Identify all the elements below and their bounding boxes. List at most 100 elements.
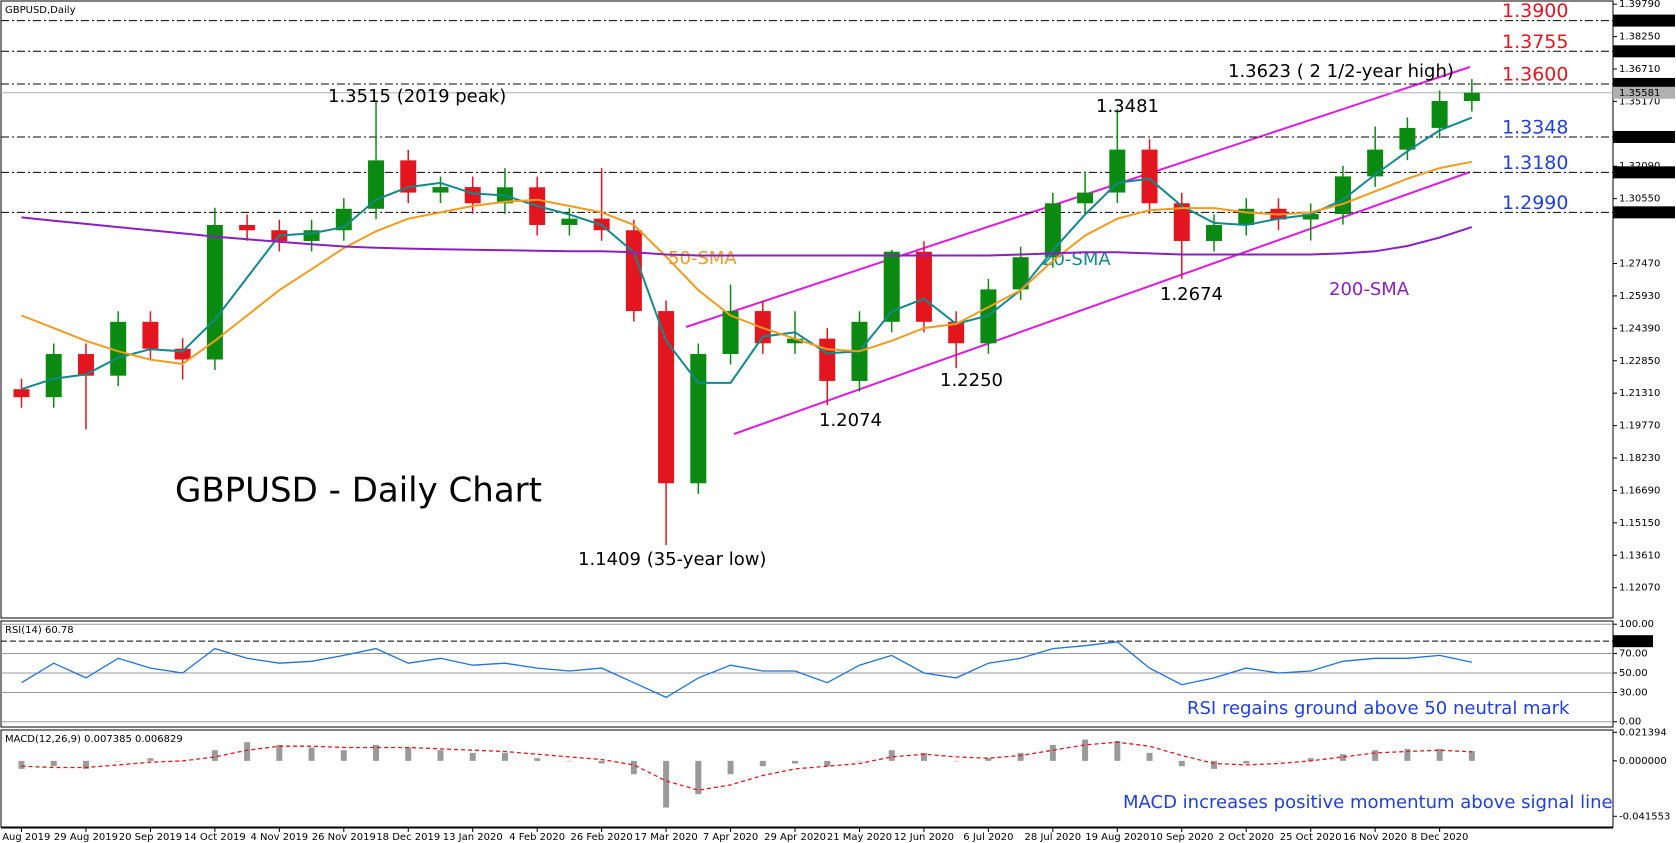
macd-bar <box>1339 754 1346 761</box>
chart-title: GBPUSD,Daily <box>5 5 76 16</box>
macd-bar <box>792 760 799 764</box>
candle-body <box>368 160 385 209</box>
annotation: 1.3623 ( 2 1/2-year high) <box>1228 61 1454 82</box>
candle-body <box>1302 214 1319 220</box>
x-tick-label: 14 Oct 2019 <box>184 832 246 843</box>
y-tick-label: 100.00 <box>1619 619 1654 630</box>
macd-bar <box>1082 739 1089 761</box>
macd-title: MACD(12,26,9) 0.007385 0.006829 <box>5 734 183 745</box>
candle-body <box>561 218 578 225</box>
macd-bar <box>1114 740 1121 761</box>
x-tick-label: 19 Aug 2020 <box>1085 832 1149 843</box>
level-box <box>1613 130 1675 143</box>
candle-body <box>625 230 642 312</box>
price-panel-frame <box>0 0 1614 619</box>
macd-bar <box>276 744 283 761</box>
level-label: 1.39010 <box>1619 16 1660 27</box>
candle-body <box>303 230 320 241</box>
macd-bar <box>663 760 670 808</box>
macd-bar <box>373 744 380 761</box>
x-tick-label: 16 Nov 2020 <box>1343 832 1407 843</box>
x-tick-label: 7 Apr 2020 <box>703 832 758 843</box>
candle-body <box>174 348 191 360</box>
y-tick-label: 70.00 <box>1619 648 1648 659</box>
level-label: 1.33481 <box>1619 132 1660 143</box>
candle-body <box>1077 192 1094 204</box>
level-text: 1.3180 <box>1502 152 1568 174</box>
macd-bar <box>18 760 25 769</box>
y-tick-label: 0.00 <box>1619 717 1641 728</box>
annotation: 1.3515 (2019 peak) <box>328 86 506 107</box>
rsi-panel-frame <box>0 620 1614 728</box>
macd-bar <box>211 750 218 761</box>
x-tick-label: 2 Oct 2020 <box>1219 832 1274 843</box>
x-tick-label: 26 Feb 2020 <box>571 832 633 843</box>
macd-bar <box>147 758 154 761</box>
macd-bar <box>469 752 476 761</box>
candle-body <box>110 321 127 376</box>
candle-body <box>239 224 256 231</box>
candle-body <box>787 338 804 344</box>
macd-bar <box>566 760 573 762</box>
level-label: 1.31800 <box>1619 167 1660 178</box>
macd-annotation: MACD increases positive momentum above s… <box>1123 792 1613 813</box>
x-tick-label: 8 Dec 2020 <box>1411 832 1469 843</box>
y-tick-label: 50.00 <box>1619 668 1648 679</box>
level-text: 1.3348 <box>1502 116 1568 138</box>
current-price-label: 1.35581 <box>1619 88 1660 99</box>
level-box <box>1613 45 1675 58</box>
channel-lower <box>733 171 1471 435</box>
macd-bar <box>1275 760 1282 762</box>
y-tick-label: 1.35170 <box>1619 96 1660 107</box>
y-tick-label: 1.21310 <box>1619 388 1660 399</box>
x-tick-label: 21 May 2020 <box>827 832 892 843</box>
macd-bar <box>1372 750 1379 761</box>
annotation: 1.3481 <box>1096 96 1159 117</box>
annotation: 1.1409 (35-year low) <box>578 549 766 570</box>
x-tick-label: 10 Sep 2020 <box>1150 832 1213 843</box>
macd-bar <box>50 760 57 767</box>
macd-bar <box>856 760 863 762</box>
x-tick-label: 20 Sep 2019 <box>119 832 182 843</box>
candle-body <box>206 224 223 360</box>
y-tick-label: 1.38250 <box>1619 32 1660 43</box>
level-text: 1.3900 <box>1502 0 1568 22</box>
macd-bar <box>1017 752 1024 761</box>
current-price-box <box>1613 86 1675 99</box>
macd-bar <box>1211 760 1218 769</box>
rsi-line <box>21 641 1472 699</box>
y-tick-label: 1.12070 <box>1619 583 1660 594</box>
y-tick-label: -0.041553 <box>1619 811 1670 822</box>
sma-line <box>21 160 1472 365</box>
candle-body <box>1012 257 1029 290</box>
macd-bar <box>630 760 637 775</box>
macd-bar <box>501 752 508 761</box>
sma-label: 50-SMA <box>668 248 737 269</box>
macd-bar <box>1307 758 1314 761</box>
level-label: 1.36000 <box>1619 79 1660 90</box>
candle-body <box>948 321 965 344</box>
macd-bar <box>1049 744 1056 761</box>
x-tick-label: 26 Nov 2019 <box>312 832 376 843</box>
x-tick-label: 4 Nov 2019 <box>250 832 308 843</box>
macd-bar <box>695 760 702 795</box>
macd-bar <box>308 747 315 761</box>
y-tick-label: 1.36710 <box>1619 64 1660 75</box>
y-tick-label: 1.15150 <box>1619 518 1660 529</box>
macd-bar <box>824 760 831 767</box>
rsi-annotation: RSI regains ground above 50 neutral mark <box>1187 698 1570 719</box>
rsi-level-box <box>1613 635 1653 648</box>
candle-body <box>658 311 675 484</box>
y-tick-label: 0.021394 <box>1619 727 1667 738</box>
level-label: 1.29900 <box>1619 207 1660 218</box>
candle-body <box>13 389 30 398</box>
x-tick-label: 29 Aug 2019 <box>54 832 118 843</box>
macd-bar <box>953 760 960 762</box>
y-tick-label: 1.18230 <box>1619 453 1660 464</box>
candle-body <box>1141 149 1158 204</box>
macd-bar <box>115 760 122 762</box>
level-text: 1.3755 <box>1502 31 1568 53</box>
macd-bar <box>888 750 895 761</box>
level-text: 1.3600 <box>1502 63 1568 85</box>
x-tick-label: 18 Dec 2019 <box>376 832 440 843</box>
